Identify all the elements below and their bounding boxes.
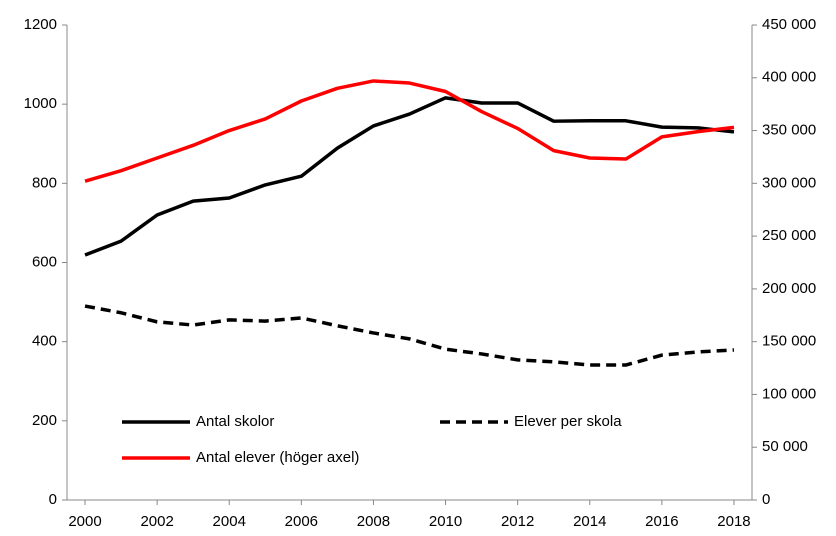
x-tick-label: 2016 xyxy=(645,513,678,530)
x-tick-label: 2000 xyxy=(68,513,101,530)
legend-label: Elever per skola xyxy=(514,413,622,430)
x-tick-label: 2018 xyxy=(717,513,750,530)
y2-tick-label: 350 000 xyxy=(762,122,816,139)
y2-tick-label: 300 000 xyxy=(762,174,816,191)
series-line xyxy=(84,304,735,367)
y2-tick-label: 400 000 xyxy=(762,69,816,86)
x-tick-label: 2010 xyxy=(429,513,462,530)
x-tick-label: 2012 xyxy=(501,513,534,530)
y-tick-label: 1000 xyxy=(24,95,57,112)
y2-tick-label: 200 000 xyxy=(762,280,816,297)
y-tick-label: 0 xyxy=(49,491,57,508)
x-tick-label: 2002 xyxy=(140,513,173,530)
x-tick-label: 2006 xyxy=(285,513,318,530)
y2-tick-label: 250 000 xyxy=(762,227,816,244)
y-tick-label: 200 xyxy=(32,412,57,429)
y2-tick-label: 150 000 xyxy=(762,333,816,350)
x-tick-label: 2014 xyxy=(573,513,606,530)
y-tick-label: 600 xyxy=(32,253,57,270)
y2-tick-label: 0 xyxy=(762,491,770,508)
series-line xyxy=(84,79,735,183)
y-tick-label: 400 xyxy=(32,333,57,350)
y2-tick-label: 100 000 xyxy=(762,385,816,402)
y-tick-label: 1200 xyxy=(24,16,57,33)
y-tick-label: 800 xyxy=(32,174,57,191)
y2-tick-label: 50 000 xyxy=(762,438,808,455)
legend-label: Antal elever (höger axel) xyxy=(196,449,359,466)
x-tick-label: 2004 xyxy=(213,513,246,530)
series-line xyxy=(84,96,735,257)
x-tick-label: 2008 xyxy=(357,513,390,530)
legend-label: Antal skolor xyxy=(196,413,274,430)
y2-tick-label: 450 000 xyxy=(762,16,816,33)
